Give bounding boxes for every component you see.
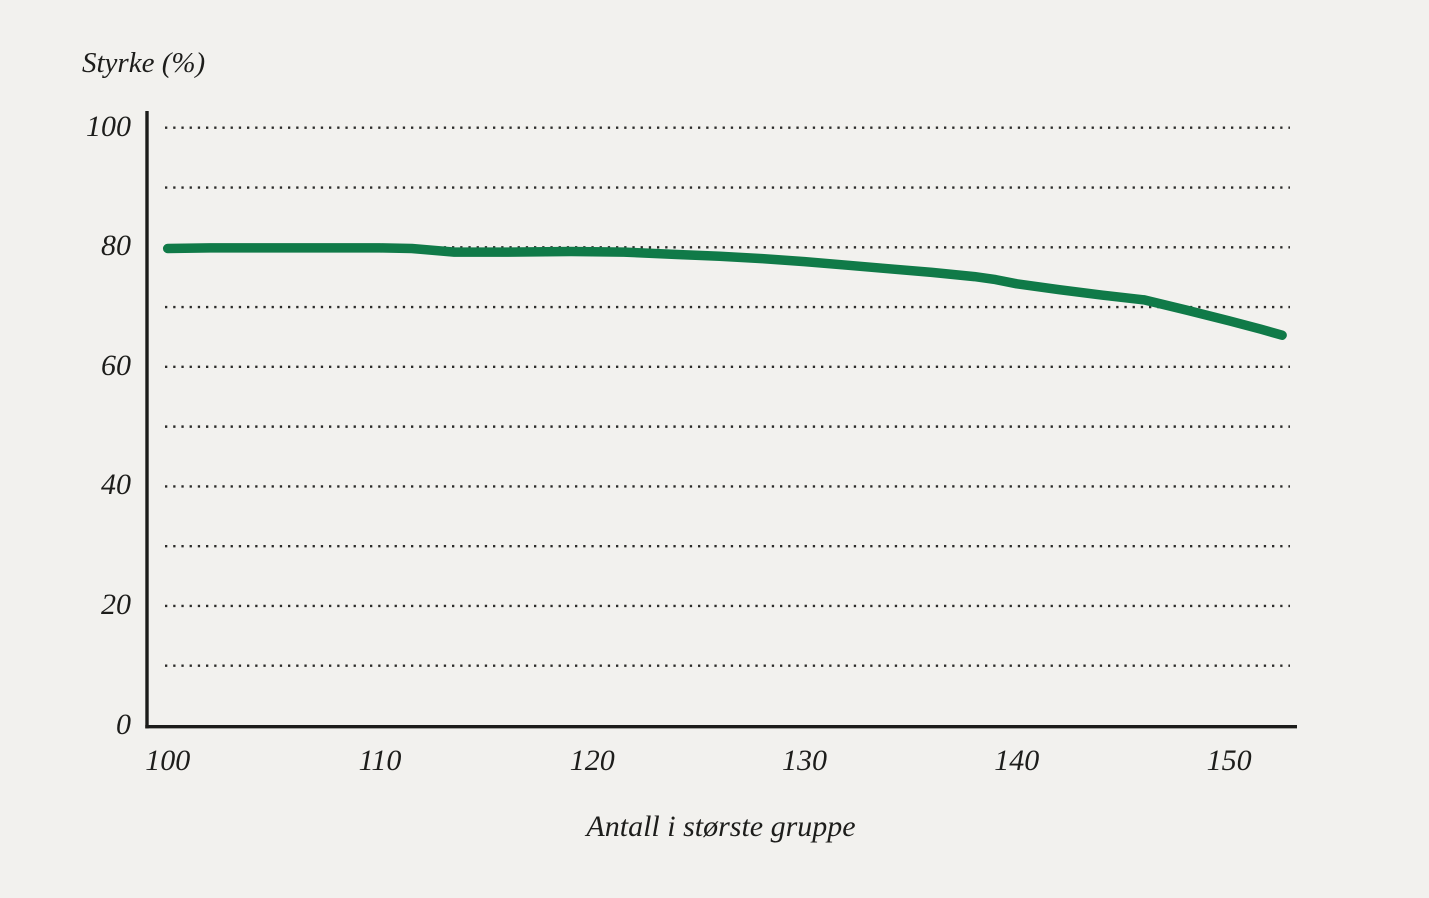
y-axis-title: Styrke (%)	[82, 47, 206, 79]
x-tick-label: 110	[358, 744, 402, 777]
x-tick-label: 100	[145, 744, 191, 777]
y-tick-label: 40	[101, 468, 131, 502]
x-tick-label: 130	[782, 744, 828, 777]
y-tick-label: 80	[101, 229, 131, 263]
y-tick-label: 60	[101, 348, 131, 382]
y-tick-label: 100	[86, 109, 131, 143]
x-tick-label: 140	[994, 744, 1040, 777]
y-tick-label: 0	[116, 707, 131, 741]
y-tick-label: 20	[101, 587, 131, 621]
x-tick-label: 150	[1206, 744, 1252, 777]
x-tick-label: 120	[569, 744, 615, 777]
x-axis-title: Antall i største gruppe	[586, 810, 856, 843]
data-line-styrke	[162, 243, 1287, 340]
